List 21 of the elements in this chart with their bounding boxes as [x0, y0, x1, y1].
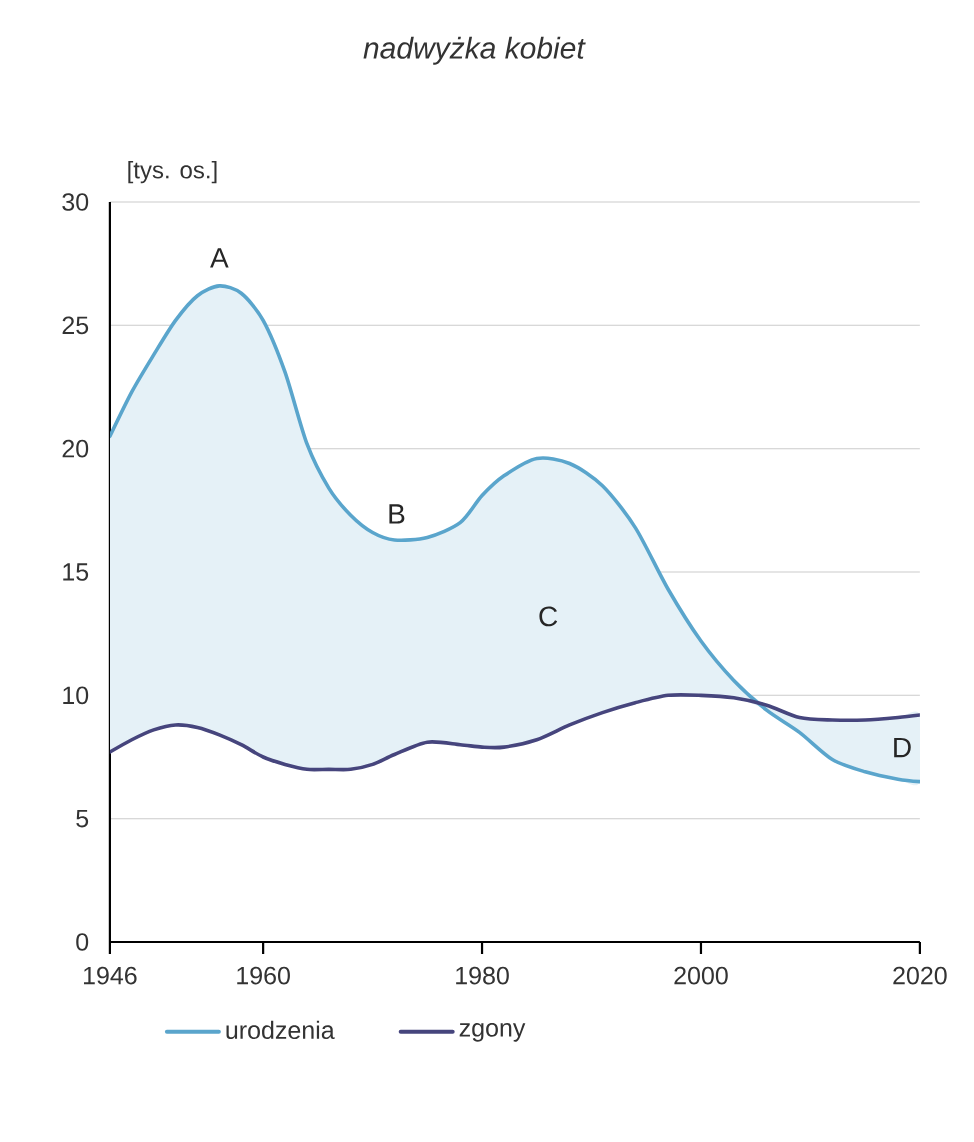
legend-label: urodzenia [226, 1020, 335, 1040]
y-tick-label: 25 [62, 316, 89, 335]
x-tick-label: 1960 [237, 966, 290, 985]
y-tick-label: 0 [76, 933, 89, 951]
y-tick-label: 30 [62, 193, 89, 211]
y-tick-label: 5 [76, 809, 89, 828]
line-series [109, 693, 920, 772]
y-tick-label: 20 [62, 439, 89, 458]
annotation: D [894, 737, 911, 758]
x-tick-label: 1946 [84, 966, 137, 985]
annotation: B [389, 504, 405, 524]
annotation: A [210, 248, 229, 268]
y-tick-label: 10 [63, 686, 89, 705]
x-tick-label: 2020 [893, 966, 947, 985]
y-tick-label: 15 [63, 563, 89, 581]
annotation: C [539, 606, 558, 627]
x-tick-label: 1980 [456, 966, 509, 985]
text: nadwyżka kobiet [363, 36, 586, 65]
legend-label: zgony [459, 1023, 526, 1042]
x-tick-label: 2000 [674, 966, 728, 985]
y-axis-title: [tys. os.] [128, 160, 217, 184]
